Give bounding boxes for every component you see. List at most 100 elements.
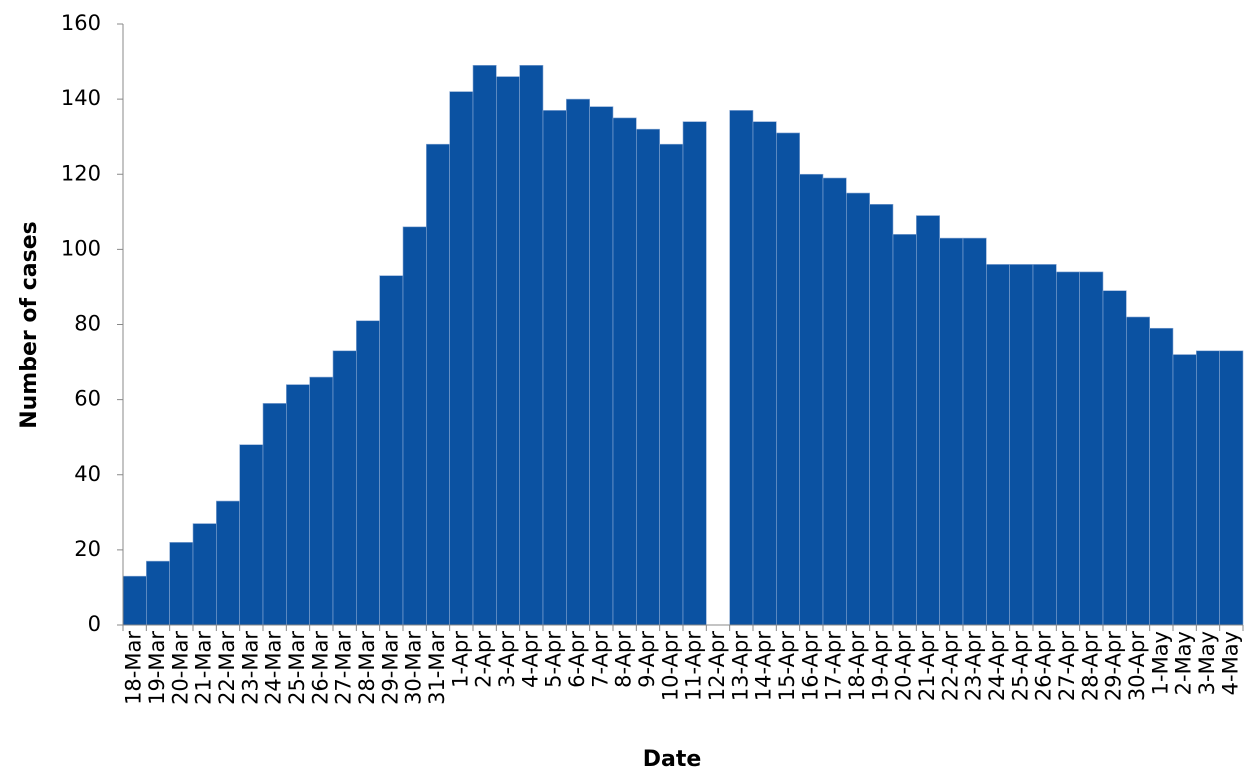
x-tick-label: 21-Mar: [192, 631, 216, 705]
bar: [239, 444, 264, 626]
x-tick-label: 18-Mar: [122, 631, 146, 705]
bar: [1079, 271, 1104, 626]
x-tick-label: 15-Apr: [775, 631, 799, 702]
bar: [146, 560, 170, 626]
x-tick-label: 16-Apr: [798, 631, 822, 702]
bar: [519, 65, 544, 626]
y-tick-label: 20: [74, 537, 101, 561]
bar: [1032, 264, 1057, 626]
bar: [472, 65, 497, 626]
x-tick-label: 26-Mar: [308, 631, 332, 705]
x-tick-label: 1-May: [1148, 631, 1172, 695]
y-tick-label: 0: [88, 612, 101, 636]
x-tick-label: 14-Apr: [752, 631, 776, 702]
bar: [589, 106, 614, 626]
x-tick-label: 25-Mar: [285, 631, 309, 705]
x-tick-label: 3-Apr: [495, 631, 519, 688]
bar: [1172, 354, 1197, 626]
bar: [846, 192, 870, 626]
x-tick-label: 4-Apr: [518, 631, 542, 688]
x-tick-label: 18-Apr: [845, 631, 869, 702]
bar: [612, 117, 637, 626]
x-tick-label: 19-Apr: [868, 631, 892, 702]
y-tick-label: 160: [61, 11, 101, 35]
bar: [566, 98, 590, 626]
bar: [659, 143, 684, 626]
bar: [542, 110, 567, 626]
x-tick-label: 3-May: [1195, 631, 1219, 695]
bar: [1149, 327, 1174, 626]
x-tick-label: 5-Apr: [542, 631, 566, 688]
bar: [916, 215, 940, 626]
bar: [636, 128, 660, 626]
bar: [869, 204, 894, 626]
x-tick-label: 20-Apr: [892, 631, 916, 702]
x-tick-label: 31-Mar: [425, 631, 449, 705]
bar: [426, 143, 450, 626]
x-axis-title: Date: [643, 747, 702, 772]
x-tick-label: 25-Apr: [1008, 631, 1032, 702]
x-tick-label: 29-Apr: [1102, 631, 1126, 702]
x-tick-label: 12-Apr: [705, 631, 729, 702]
x-tick-label: 17-Apr: [822, 631, 846, 702]
bar: [776, 132, 800, 626]
x-tick-label: 11-Apr: [682, 631, 706, 702]
bar: [169, 542, 194, 626]
x-tick-label: 19-Mar: [145, 631, 169, 705]
bar: [379, 275, 404, 626]
x-tick-label: 8-Apr: [612, 631, 636, 688]
y-tick-label: 120: [61, 161, 101, 185]
bar: [449, 91, 474, 626]
x-tick-label: 22-Mar: [215, 631, 239, 705]
bar: [496, 76, 520, 626]
y-axis-title: Number of cases: [17, 221, 42, 429]
x-tick-label: 9-Apr: [635, 631, 659, 688]
bar: [356, 320, 380, 626]
x-tick-label: 27-Mar: [332, 631, 356, 705]
y-tick-label: 80: [74, 312, 101, 336]
x-tick-label: 7-Apr: [588, 631, 612, 688]
bar: [962, 237, 987, 626]
bar: [682, 121, 707, 626]
x-tick-label: 28-Apr: [1078, 631, 1102, 702]
bar: [1126, 316, 1150, 626]
x-tick-label: 2-Apr: [472, 631, 496, 688]
bar: [1219, 350, 1244, 626]
bar: [799, 173, 824, 626]
y-tick-label: 100: [61, 236, 101, 260]
x-tick-label: 21-Apr: [915, 631, 939, 702]
x-tick-label: 13-Apr: [728, 631, 752, 702]
x-tick-label: 30-Apr: [1125, 631, 1149, 702]
x-tick-label: 4-May: [1218, 631, 1242, 695]
x-tick-label: 23-Mar: [238, 631, 262, 705]
y-tick-label: 60: [74, 387, 101, 411]
bar: [122, 575, 147, 626]
x-tick-label: 27-Apr: [1055, 631, 1079, 702]
bar: [1196, 350, 1220, 626]
x-tick-label: 1-Apr: [448, 631, 472, 688]
x-tick-label: 22-Apr: [938, 631, 962, 702]
x-tick-label: 30-Mar: [402, 631, 426, 705]
x-tick-label: 28-Mar: [355, 631, 379, 705]
bar: [822, 177, 847, 626]
y-tick-label: 40: [74, 462, 101, 486]
x-tick-label: 24-Apr: [985, 631, 1009, 702]
bar: [1102, 290, 1127, 626]
bar: [216, 500, 240, 626]
bar: [729, 110, 754, 626]
bar: [332, 350, 357, 626]
bar: [1056, 271, 1080, 626]
bar: [752, 121, 777, 626]
x-tick-label: 6-Apr: [565, 631, 589, 688]
y-tick-label: 140: [61, 86, 101, 110]
x-tick-label: 24-Mar: [262, 631, 286, 705]
x-tick-label: 29-Mar: [378, 631, 402, 705]
bar: [402, 226, 427, 626]
bar: [309, 376, 334, 626]
bar: [986, 264, 1010, 626]
bar: [286, 384, 310, 626]
bar: [192, 523, 217, 626]
x-tick-label: 2-May: [1172, 631, 1196, 695]
x-tick-label: 20-Mar: [168, 631, 192, 705]
